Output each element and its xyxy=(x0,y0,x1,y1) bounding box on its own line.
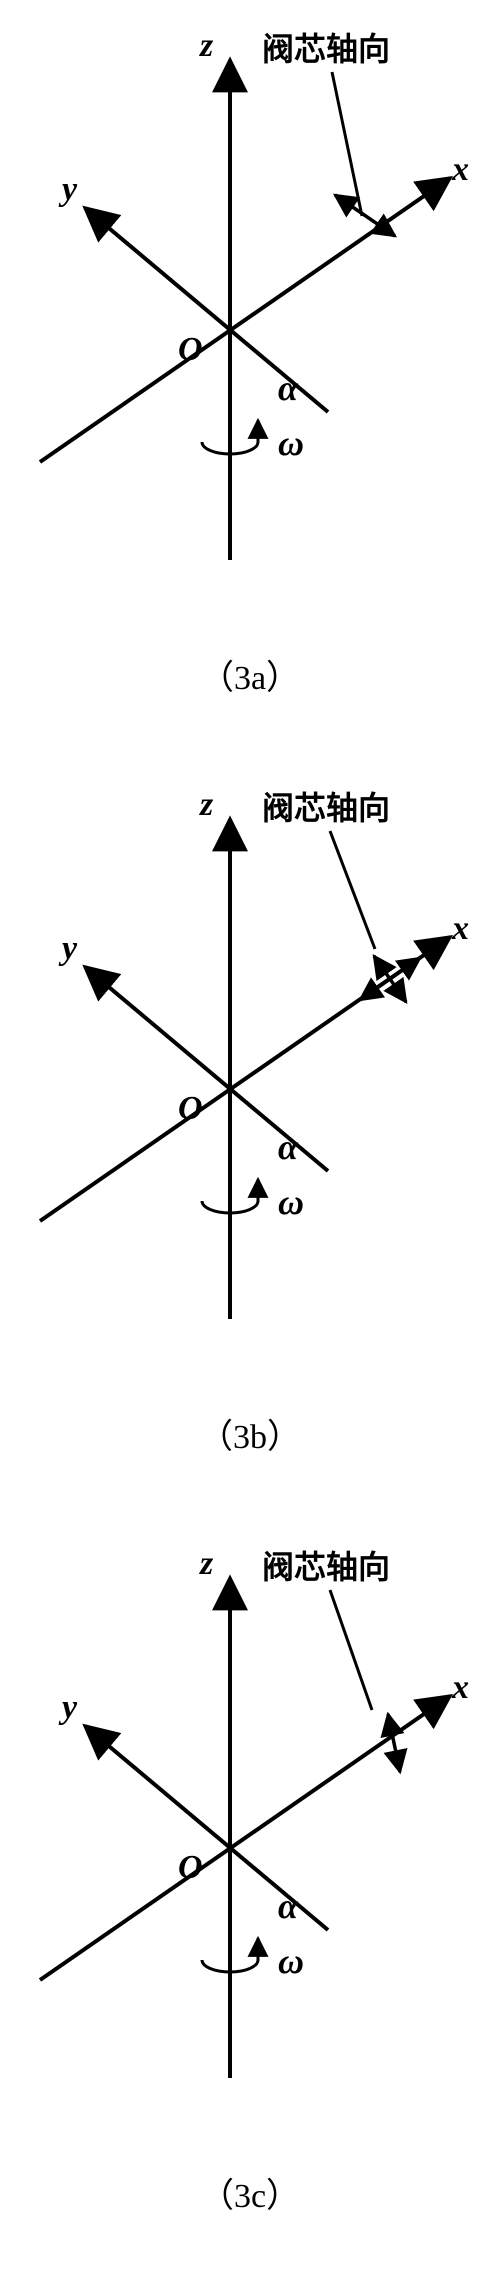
double-arrow-c xyxy=(388,1714,400,1772)
alpha-label: α xyxy=(278,1886,299,1926)
double-arrow-b-perp xyxy=(374,956,406,1002)
panel-b: O z x y α ω 阀芯轴向 （3b） xyxy=(0,759,500,1518)
y-label: y xyxy=(58,930,78,967)
z-label: z xyxy=(199,27,214,64)
omega-label: ω xyxy=(278,423,304,463)
omega-label: ω xyxy=(278,1182,304,1222)
omega-label: ω xyxy=(278,1941,304,1981)
panel-c: O z x y α ω 阀芯轴向 （3c） xyxy=(0,1518,500,2277)
spool-axis-label: 阀芯轴向 xyxy=(262,790,390,826)
diagram-a: O z x y α ω 阀芯轴向 xyxy=(0,0,500,620)
double-arrow-a xyxy=(335,195,395,236)
caption-c: （3c） xyxy=(0,2138,500,2277)
caption-b: （3b） xyxy=(0,1379,500,1518)
spool-axis-pointer xyxy=(330,831,375,949)
z-label: z xyxy=(199,1545,214,1582)
spool-axis-label: 阀芯轴向 xyxy=(262,1549,390,1585)
origin-label: O xyxy=(178,331,203,368)
diagram-b: O z x y α ω 阀芯轴向 xyxy=(0,759,500,1379)
y-label: y xyxy=(58,171,78,208)
spool-axis-pointer xyxy=(330,1590,372,1710)
caption-a: （3a） xyxy=(0,620,500,759)
diagram-c: O z x y α ω 阀芯轴向 xyxy=(0,1518,500,2138)
x-label: x xyxy=(451,151,469,188)
y-label: y xyxy=(58,1689,78,1726)
panel-a: O z x y α ω 阀芯轴向 （3a） xyxy=(0,0,500,759)
spool-axis-label: 阀芯轴向 xyxy=(262,31,390,67)
z-label: z xyxy=(199,786,214,823)
x-label: x xyxy=(451,1669,469,1706)
alpha-label: α xyxy=(278,1127,299,1167)
origin-label: O xyxy=(178,1849,203,1886)
x-label: x xyxy=(451,910,469,947)
alpha-label: α xyxy=(278,368,299,408)
origin-label: O xyxy=(178,1090,203,1127)
